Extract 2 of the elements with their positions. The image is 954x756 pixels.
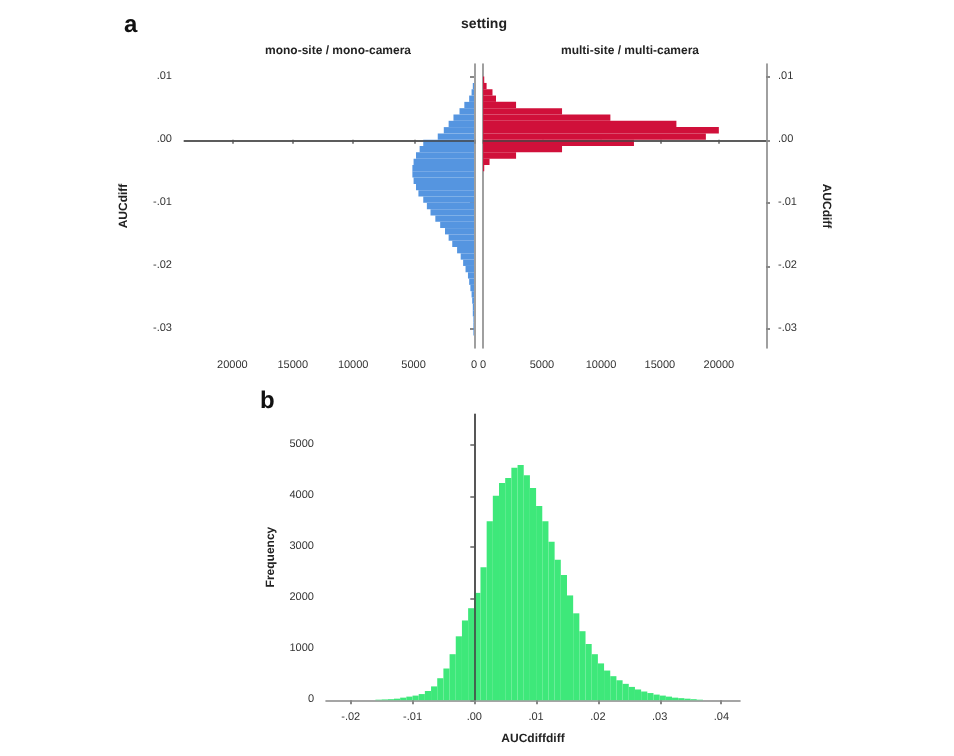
text: b: [260, 386, 275, 414]
text: a: [124, 10, 138, 38]
